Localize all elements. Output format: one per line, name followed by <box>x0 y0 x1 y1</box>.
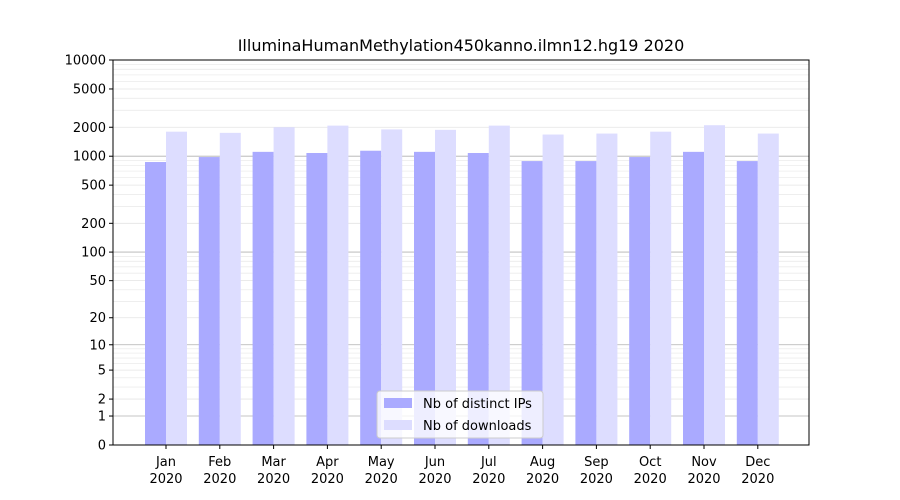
x-tick-label-month: May <box>368 455 395 470</box>
bar-distinct-ips <box>306 152 328 446</box>
x-tick-label-month: Jun <box>424 455 445 470</box>
x-tick-label-month: Nov <box>691 455 717 470</box>
y-tick-label: 5 <box>98 364 106 379</box>
bar-downloads <box>327 125 349 445</box>
bar-downloads <box>435 129 456 445</box>
legend-box <box>376 390 544 439</box>
x-tick-label-year: 2020 <box>418 472 451 487</box>
x-tick-label-month: Aug <box>530 455 555 470</box>
bar-downloads <box>166 131 187 445</box>
x-tick-label-month: Jan <box>155 455 176 470</box>
x-tick-label-month: Dec <box>745 455 770 470</box>
bar-distinct-ips <box>521 161 543 446</box>
y-tick-label: 10 <box>89 338 106 353</box>
x-tick-label-month: Oct <box>639 455 661 470</box>
x-tick-label-year: 2020 <box>311 472 344 487</box>
bar-distinct-ips <box>414 151 435 445</box>
x-tick-label-month: Sep <box>584 455 609 470</box>
x-tick-label-year: 2020 <box>203 472 236 487</box>
x-tick-label-year: 2020 <box>365 472 398 487</box>
bar-distinct-ips <box>629 157 651 445</box>
bar-downloads <box>273 127 295 445</box>
bar-downloads <box>596 133 618 445</box>
x-tick-label-year: 2020 <box>149 472 182 487</box>
y-tick-label: 200 <box>81 217 106 232</box>
legend: Nb of distinct IPs Nb of downloads <box>376 390 544 439</box>
x-tick-label-year: 2020 <box>580 472 613 487</box>
bar-distinct-ips <box>145 162 166 446</box>
legend-swatch-downloads <box>384 420 412 430</box>
y-tick-label: 20 <box>89 311 106 326</box>
y-axis: 0 1 2 5 10 20 50 100 200 500 1000 2000 5000 10000 <box>65 54 113 454</box>
x-tick-label-year: 2020 <box>526 472 559 487</box>
x-tick-label-month: Mar <box>261 455 286 470</box>
bar-downloads <box>650 131 672 445</box>
bar-downloads <box>381 129 403 445</box>
y-tick-label: 1000 <box>73 150 106 165</box>
bar-distinct-ips <box>198 157 220 445</box>
x-tick-label-year: 2020 <box>257 472 290 487</box>
bar-distinct-ips <box>360 150 382 446</box>
bar-distinct-ips <box>252 151 274 445</box>
bar-downloads <box>757 133 779 445</box>
bars <box>145 125 779 446</box>
y-tick-label: 0 <box>98 439 106 454</box>
x-tick-label-year: 2020 <box>687 472 720 487</box>
x-tick-label-month: Feb <box>208 455 231 470</box>
x-tick-label-month: Apr <box>316 455 339 470</box>
bar-downloads <box>704 125 725 445</box>
bar-distinct-ips <box>467 152 489 446</box>
legend-label-distinct-ips: Nb of distinct IPs <box>423 397 532 412</box>
y-tick-label: 10000 <box>65 54 106 69</box>
y-tick-label: 2000 <box>73 121 106 136</box>
x-tick-label-month: Jul <box>480 455 497 470</box>
bar-downloads <box>219 132 241 445</box>
y-tick-label: 50 <box>89 274 106 289</box>
y-tick-label: 500 <box>81 179 106 194</box>
bar-distinct-ips <box>683 151 704 445</box>
legend-swatch-distinct-ips <box>384 398 412 408</box>
legend-label-downloads: Nb of downloads <box>423 419 532 434</box>
bar-downloads <box>488 125 510 445</box>
y-tick-label: 2 <box>98 393 106 408</box>
x-tick-label-year: 2020 <box>472 472 505 487</box>
chart-title: IlluminaHumanMethylation450kanno.ilmn12.… <box>238 36 685 55</box>
y-tick-label: 1 <box>98 410 106 425</box>
x-axis: Jan 2020 Feb 2020 Mar 2020 Apr 2020 May 2020 Jun 20… <box>149 445 774 487</box>
y-tick-label: 100 <box>81 246 106 261</box>
x-tick-label-year: 2020 <box>741 472 774 487</box>
bar-distinct-ips <box>736 161 758 446</box>
bar-downloads <box>542 134 564 445</box>
x-tick-label-year: 2020 <box>634 472 667 487</box>
y-tick-label: 5000 <box>73 82 106 97</box>
bar-distinct-ips <box>575 161 597 446</box>
